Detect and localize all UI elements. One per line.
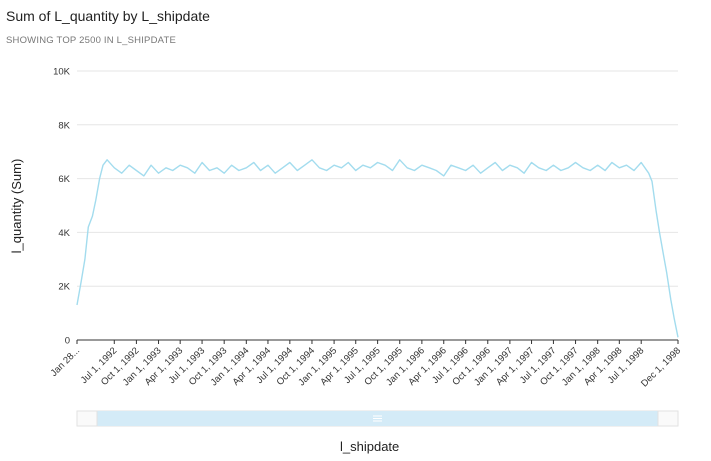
scrollbar-right-handle[interactable] [657, 410, 679, 427]
y-tick-label: 8K [58, 120, 70, 131]
grip-lines-icon[interactable] [373, 415, 382, 422]
y-tick-label: 6K [58, 174, 70, 185]
series-line [76, 159, 679, 338]
y-axis-ticks: 0 2K 4K 6K 8K 10K [53, 67, 71, 347]
y-tick-label: 0 [65, 336, 70, 347]
y-axis-label: l_quantity (Sum) [9, 159, 24, 254]
x-tick-label: Dec 1, 1998 [639, 345, 683, 389]
y-tick-label: 4K [58, 228, 70, 239]
chart-title: Sum of L_quantity by L_shipdate [6, 8, 210, 24]
scrollbar-left-handle[interactable] [76, 410, 98, 427]
grid-lines [77, 70, 678, 341]
chart-subtitle: SHOWING TOP 2500 IN L_SHIPDATE [6, 35, 177, 46]
x-axis-label: l_shipdate [340, 439, 400, 454]
range-scrollbar[interactable] [76, 410, 679, 427]
y-tick-label: 2K [58, 282, 70, 293]
y-tick-label: 10K [53, 67, 71, 78]
x-tick-label: Jan 28... [49, 345, 83, 379]
